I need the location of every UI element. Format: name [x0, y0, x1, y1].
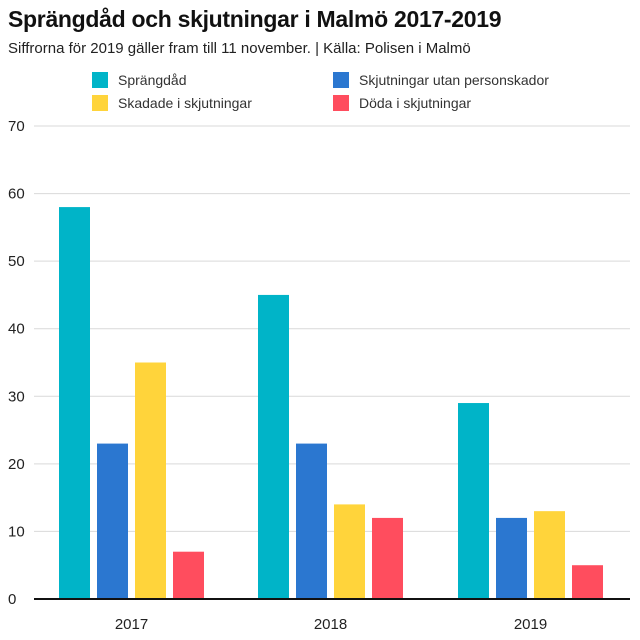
x-tick-label: 2018	[314, 616, 347, 633]
legend-label-skjutningar-utan-personskador: Skjutningar utan personskador	[359, 72, 549, 88]
y-tick-label: 70	[8, 118, 25, 135]
legend-swatch-doda	[333, 95, 349, 111]
bar	[534, 511, 565, 599]
y-tick-label: 50	[8, 253, 25, 270]
legend-swatch-skadade	[92, 95, 108, 111]
legend-item-sprangdad: Sprängdåd	[92, 72, 187, 88]
chart-subtitle: Siffrorna för 2019 gäller fram till 11 n…	[8, 40, 471, 57]
chart-title: Sprängdåd och skjutningar i Malmö 2017-2…	[8, 6, 502, 32]
legend-swatch-skjutningar-utan-personskador	[333, 72, 349, 88]
legend: Sprängdåd Skjutningar utan personskador …	[92, 72, 632, 116]
legend-item-doda: Döda i skjutningar	[333, 95, 471, 111]
y-tick-label: 0	[8, 591, 16, 608]
legend-item-skadade: Skadade i skjutningar	[92, 95, 252, 111]
x-tick-label: 2019	[514, 616, 547, 633]
bar	[496, 517, 527, 599]
bar	[173, 551, 204, 599]
bar	[572, 565, 603, 599]
y-tick-label: 10	[8, 523, 25, 540]
legend-label-doda: Döda i skjutningar	[359, 95, 472, 111]
legend-label-skadade: Skadade i skjutningar	[118, 95, 252, 111]
y-tick-label: 30	[8, 388, 25, 405]
bar	[135, 362, 166, 599]
y-tick-label: 20	[8, 456, 25, 473]
legend-swatch-sprangdad	[92, 72, 108, 88]
y-tick-label: 40	[8, 321, 25, 338]
legend-item-skjutningar-utan-personskador: Skjutningar utan personskador	[333, 72, 549, 88]
bar	[296, 443, 327, 599]
bar	[458, 403, 489, 599]
bar	[372, 517, 403, 599]
bar	[334, 504, 365, 599]
y-tick-label: 60	[8, 186, 25, 203]
bar	[97, 443, 128, 599]
legend-label-sprangdad: Sprängdåd	[118, 72, 187, 88]
bar	[258, 294, 289, 599]
bar	[59, 207, 90, 600]
x-tick-label: 2017	[115, 616, 148, 633]
